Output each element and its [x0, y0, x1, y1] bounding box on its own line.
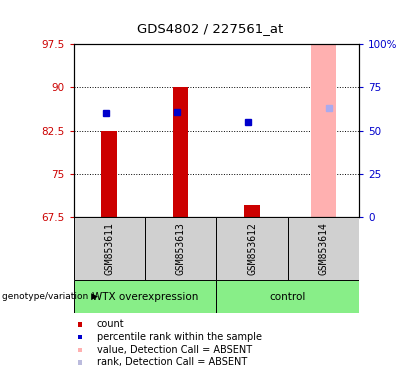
Text: rank, Detection Call = ABSENT: rank, Detection Call = ABSENT — [97, 358, 247, 367]
Text: GDS4802 / 227561_at: GDS4802 / 227561_at — [137, 22, 283, 35]
Text: control: control — [270, 291, 306, 302]
Text: WTX overexpression: WTX overexpression — [92, 291, 198, 302]
Text: count: count — [97, 319, 124, 329]
Bar — [173, 88, 189, 217]
Text: GSM853611: GSM853611 — [104, 222, 114, 275]
Bar — [311, 44, 336, 217]
Bar — [216, 280, 359, 313]
Text: value, Detection Call = ABSENT: value, Detection Call = ABSENT — [97, 345, 252, 355]
Bar — [101, 131, 117, 217]
Text: GSM853614: GSM853614 — [318, 222, 328, 275]
Bar — [244, 205, 260, 217]
Bar — [74, 217, 145, 280]
Bar — [216, 217, 288, 280]
Bar — [145, 217, 216, 280]
Text: GSM853613: GSM853613 — [176, 222, 186, 275]
Text: percentile rank within the sample: percentile rank within the sample — [97, 332, 262, 342]
Bar — [74, 280, 216, 313]
Text: GSM853612: GSM853612 — [247, 222, 257, 275]
Text: genotype/variation ▶: genotype/variation ▶ — [2, 292, 98, 301]
Bar — [288, 217, 359, 280]
